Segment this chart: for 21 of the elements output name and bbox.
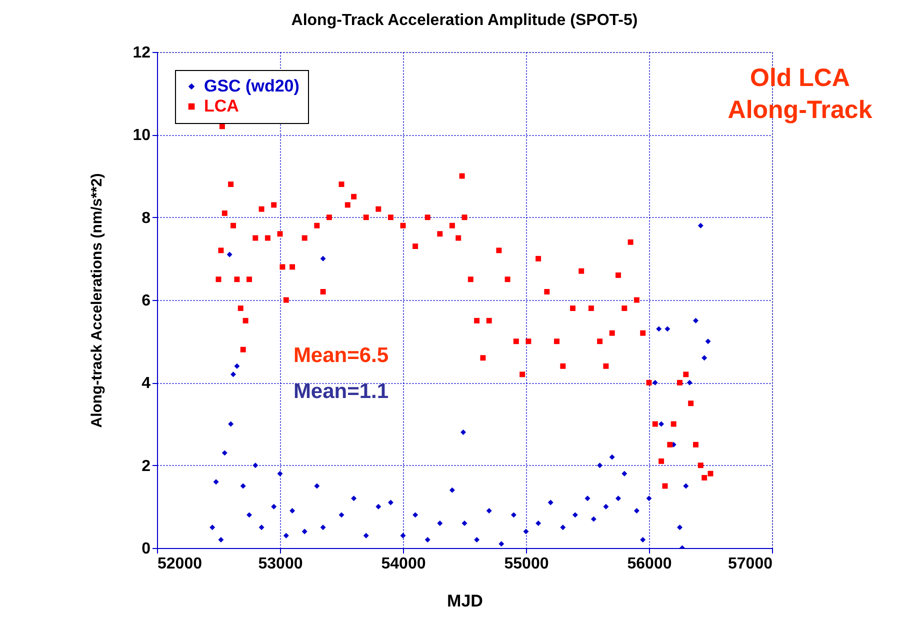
annotation: Mean=1.1: [293, 380, 389, 403]
y-tick-label: 6: [142, 292, 151, 310]
legend-label: GSC (wd20): [204, 76, 300, 96]
y-tick-label: 2: [142, 458, 151, 475]
y-tick-label: 12: [132, 44, 151, 62]
y-axis-title: Along-track Accelerations (nm/s**2): [88, 173, 106, 428]
x-tick-label: 56000: [627, 556, 672, 572]
chart-title: Along-Track Acceleration Amplitude (SPOT-5): [291, 12, 638, 29]
x-tick-label: 54000: [381, 556, 426, 572]
y-tick-label: 4: [142, 375, 151, 392]
x-tick-label: 52000: [158, 556, 202, 572]
y-tick-label: 8: [142, 210, 151, 227]
annotation: Old LCA Along-Track: [728, 64, 872, 124]
x-axis-title: MJD: [447, 592, 483, 610]
x-tick-label: 53000: [258, 556, 303, 572]
x-tick-label: 55000: [504, 556, 549, 572]
legend-label: LCA: [204, 96, 239, 116]
annotation: Mean=6.5: [293, 344, 389, 367]
y-tick-label: 10: [132, 127, 151, 144]
x-tick-label: 57000: [728, 556, 773, 572]
y-tick-label: 0: [142, 540, 151, 558]
